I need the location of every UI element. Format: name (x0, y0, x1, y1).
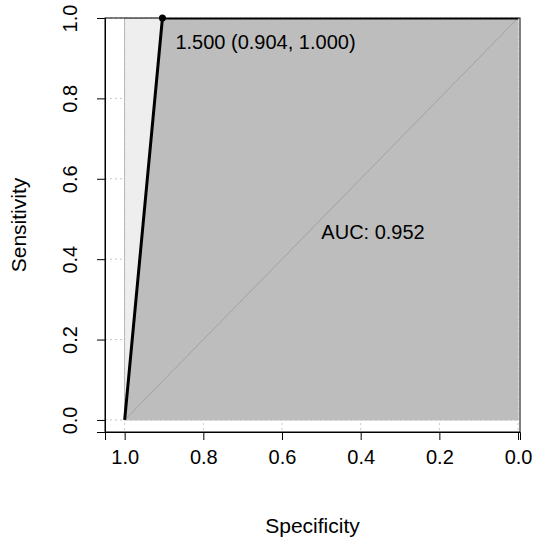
x-tick-mark (203, 432, 204, 440)
x-tick-mark (361, 432, 362, 440)
x-tick-label: 1.0 (111, 446, 139, 468)
threshold-point (159, 15, 166, 22)
grid (105, 18, 520, 432)
y-tick: 0.4 (59, 246, 105, 274)
x-tick: 0.6 (269, 432, 297, 468)
x-tick: 0.0 (505, 432, 533, 468)
identity-line (125, 18, 518, 420)
auc-label: AUC: 0.952 (321, 221, 424, 243)
y-tick-mark (97, 420, 105, 421)
y-tick-label: 1.0 (59, 5, 81, 33)
y-tick-label: 0.8 (59, 85, 81, 113)
y-tick: 0.8 (59, 85, 105, 113)
y-tick-label: 0.4 (59, 246, 81, 274)
x-tick: 0.8 (190, 432, 218, 468)
x-tick-mark (518, 432, 519, 440)
y-tick-label: 0.0 (59, 407, 81, 435)
x-tick-mark (439, 432, 440, 440)
y-tick-mark (97, 259, 105, 260)
x-tick-label: 0.8 (190, 446, 218, 468)
y-tick: 0.0 (59, 407, 105, 435)
y-tick-label: 0.2 (59, 326, 81, 354)
y-tick: 0.2 (59, 326, 105, 354)
x-tick-label: 0.6 (269, 446, 297, 468)
y-tick: 0.6 (59, 165, 105, 193)
y-tick-mark (97, 98, 105, 99)
x-tick-mark (282, 432, 283, 440)
y-tick-label: 0.6 (59, 165, 81, 193)
x-tick-label: 0.4 (347, 446, 375, 468)
y-axis-title: Sensitivity (7, 177, 30, 272)
y-tick-mark (97, 340, 105, 341)
x-tick: 1.0 (111, 432, 139, 468)
x-tick-mark (125, 432, 126, 440)
x-axis-line (106, 433, 521, 441)
plot-area (125, 18, 518, 420)
x-tick-label: 0.2 (426, 446, 454, 468)
y-axis: 0.0 0.2 0.4 0.6 0.8 1.0 (59, 5, 106, 435)
y-tick-mark (97, 179, 105, 180)
x-tick: 0.2 (426, 432, 454, 468)
x-tick: 0.4 (347, 432, 375, 468)
max-auc-region (125, 18, 518, 420)
y-tick-mark (97, 18, 105, 19)
chart: 1.0 0.8 0.6 0.4 0.2 0.0 0.0 0.2 0.4 0.6 0.8 1.0 Spec… (0, 0, 543, 550)
x-tick-label: 0.0 (505, 446, 533, 468)
roc-curve (125, 18, 518, 420)
x-axis-title: Specificity (265, 514, 360, 537)
x-axis: 1.0 0.8 0.6 0.4 0.2 0.0 (106, 432, 533, 468)
y-axis-line (97, 19, 106, 433)
threshold-label: 1.500 (0.904, 1.000) (175, 31, 355, 53)
y-tick: 1.0 (59, 5, 105, 33)
auc-area (125, 18, 518, 420)
plot-frame (105, 18, 520, 432)
